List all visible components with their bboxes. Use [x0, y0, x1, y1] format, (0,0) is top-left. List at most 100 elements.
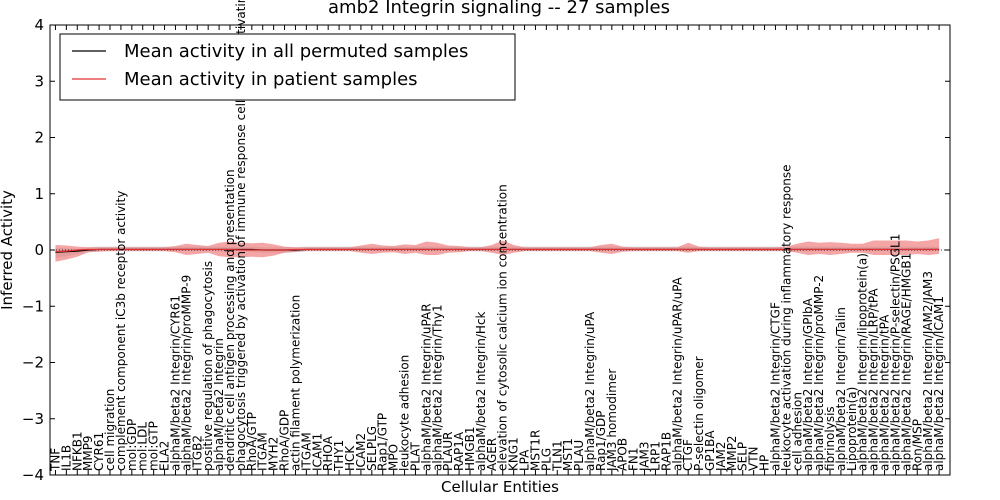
x-tick-label: alphaM/beta2 Integrin/CYR61 [168, 295, 182, 471]
x-tick-label: cell adhesion [790, 392, 804, 471]
x-tick-label: alphaM/beta2 Integrin/ICAM1 [932, 296, 946, 471]
legend: Mean activity in all permuted samples Me… [59, 33, 516, 101]
x-tick-label: NFKB1 [70, 431, 84, 471]
y-tick-label: 1 [34, 185, 44, 203]
x-tick-label: APOB [616, 438, 630, 471]
x-tick-label: PLAUR [441, 431, 455, 471]
legend-label-patient: Mean activity in patient samples [124, 69, 418, 90]
x-tick-label: RHOA [321, 435, 335, 471]
x-tick-label: JAM3 homodimer [605, 369, 619, 472]
y-axis-label: Inferred Activity [0, 190, 16, 310]
x-tick-label: RAP1A [452, 431, 466, 471]
x-tick-label: alphaM/beta2 Integrin/JAM2/JAM3 [921, 271, 935, 471]
x-tick-label: alphaM/beta2 Integrin/uPAR/uPA [670, 276, 684, 471]
x-tick-label: ITGAM [256, 432, 270, 471]
x-tick-label: VTN [747, 446, 761, 471]
y-axis: −4 −3 −2 −1 0 1 2 3 4 [22, 16, 950, 484]
x-tick-label: alphaM/beta2 Integrin/uPA [583, 311, 597, 471]
x-tick-label: alphaM/beta2 Integrin/proMMP-9 [179, 275, 193, 471]
x-tick-label: SELPLG [365, 426, 379, 471]
x-tick-label: Ron/MSP [910, 419, 924, 471]
x-tick-label: alphaM/beta2 Integrin [212, 338, 226, 471]
legend-label-permuted: Mean activity in all permuted samples [124, 41, 468, 62]
line-series-1 [55, 248, 940, 253]
x-tick-label: alphaM/beta2 Integrin/CTGF [768, 302, 782, 471]
x-tick-label: CTGF [681, 439, 695, 471]
y-tick-label: 4 [34, 16, 44, 34]
x-tick-label: fibrinolysis [823, 406, 837, 471]
x-tick-label: AGER [485, 438, 499, 471]
x-tick-label: Rap1/GDP [594, 411, 608, 472]
x-tick-label: dendritic cell antigen processing and pr… [223, 169, 237, 471]
x-tick-label: elevation of cytosolic calcium ion conce… [496, 184, 510, 471]
x-tick-label: SELP [736, 442, 750, 471]
x-tick-label: complement component iC3b receptor activ… [114, 191, 128, 471]
y-tick-label: 2 [34, 129, 44, 147]
x-tick-label: phagocytosis triggered by activation of … [234, 0, 248, 471]
y-tick-label: −1 [22, 297, 44, 315]
x-tick-label: ICAM1 [310, 433, 324, 471]
x-tick-label: MST1 [561, 438, 575, 471]
x-tick-label: Rap1/GTP [376, 413, 390, 471]
x-tick-label: positive regulation of phagocytosis [201, 261, 215, 471]
x-axis-label: Cellular Entities [441, 478, 559, 496]
x-tick-label: actin filament polymerization [288, 295, 302, 471]
x-tick-label: cell migration [103, 389, 117, 471]
x-tick-label: HMGB1 [463, 426, 477, 471]
plot-area [50, 238, 950, 262]
x-tick-label: MPO [387, 444, 401, 471]
x-tick-label: MST1R [528, 430, 542, 471]
x-tick-label: mol:GDP [125, 419, 139, 471]
y-tick-label: −2 [22, 354, 44, 372]
x-tick-label: alphaM/beta2 Integrin/lipoprotein(a) [856, 253, 870, 471]
x-tick-label: leukocyte activation during inflammatory… [779, 164, 793, 471]
x-tick-label: RAP1B [659, 432, 673, 471]
x-tick-label: KNG1 [507, 437, 521, 471]
x-tick-label: leukocyte adhesion [398, 355, 412, 471]
x-tick-label: alphaM/beta2 Integrin/GPIbA [801, 297, 815, 471]
x-tick-label: mol:LDL [136, 422, 150, 471]
x-tick-label: TLN1 [550, 440, 564, 472]
y-tick-label: 3 [34, 72, 44, 90]
x-tick-label: ICAM2 [354, 433, 368, 471]
x-tick-label: JAM2 [714, 441, 728, 472]
x-tick-label: alphaM/beta2 Integrin/P-selectin/PSGL1 [888, 234, 902, 471]
x-tick-label: LRP1 [648, 441, 662, 471]
x-tick-label: P-selectin oligomer [692, 356, 706, 471]
x-tick-label: alphaM/beta2 Integrin/proMMP-2 [812, 275, 826, 471]
x-tick-label: Lipoprotein(a) [845, 387, 859, 471]
x-tick-label: ELA2 [158, 441, 172, 471]
legend-box [59, 33, 516, 101]
x-tick-label: CYR61 [92, 432, 106, 471]
x-tick-label: GP1BA [703, 430, 717, 471]
x-tick-label: MYH2 [267, 437, 281, 471]
chart-title: amb2 Integrin signaling -- 27 samples [328, 0, 670, 18]
x-tick-label: alphaM/beta2 Integrin/uPAR [419, 303, 433, 471]
x-tick-label: LPA [518, 449, 532, 471]
x-tick-label: alphaM/beta2 Integrin/Thy1 [430, 304, 444, 471]
y-tick-label: −3 [22, 410, 44, 428]
x-tick-label: RhoA/GTP [245, 412, 259, 471]
x-tick-label: alphaM/beta2 Integrin/RAGE/HMGB1 [899, 253, 913, 471]
x-tick-label: RhoA/GDP [278, 410, 292, 471]
x-tick-label: THY1 [332, 440, 346, 472]
x-tick-label: PLG [539, 448, 553, 471]
x-tick-label: alphaM/beta2 Integrin/tPA [878, 314, 892, 471]
x-tick-label: alphaM/beta2 Integrin/Hck [474, 311, 488, 471]
x-tick-label: MMP9 [81, 435, 95, 471]
x-tick-label: JAM3 [638, 441, 652, 472]
x-tick-label: HP [758, 455, 772, 471]
x-tick-label: IL1B [59, 445, 73, 471]
x-tick-label: MMP2 [725, 435, 739, 471]
x-tick-label: TNF [48, 448, 62, 472]
x-tick-label: FN1 [627, 447, 641, 471]
x-tick-label: ITGB2 [190, 435, 204, 471]
x-tick-label: PLAT [408, 442, 422, 471]
y-tick-label: −4 [22, 466, 44, 484]
y-tick-label: 0 [34, 241, 44, 259]
x-tick-label: alphaM/beta2 Integrin/LRP/tPA [867, 288, 881, 471]
x-tick-label: ITGAM [299, 432, 313, 471]
x-tick-label: mol:GTP [147, 421, 161, 471]
